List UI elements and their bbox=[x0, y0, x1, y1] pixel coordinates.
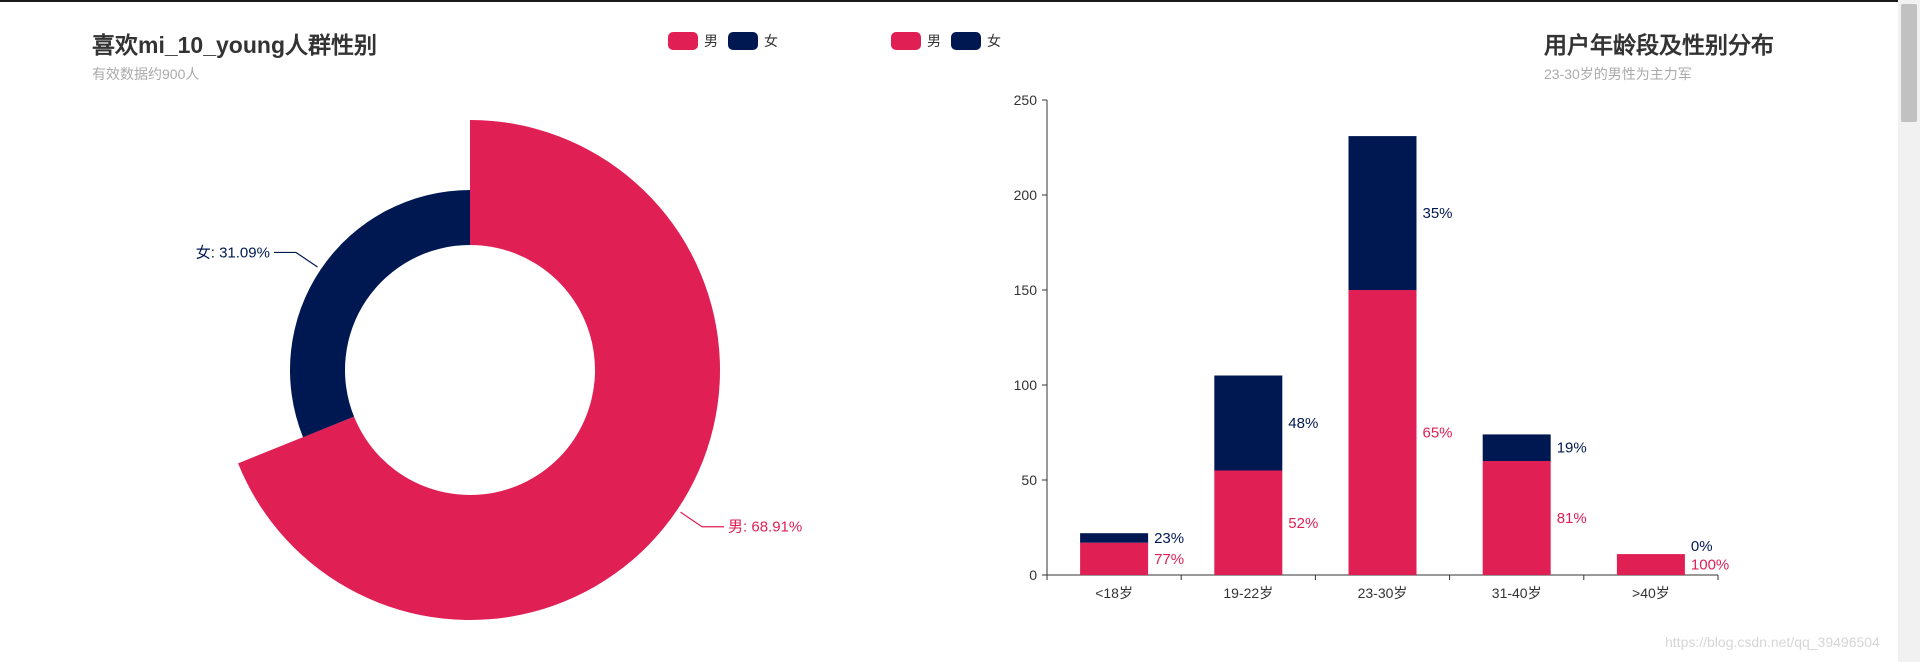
legend-item-male[interactable]: 男 bbox=[668, 31, 718, 51]
legend-label-male: 男 bbox=[704, 33, 718, 49]
donut-label-male: 男: 68.91% bbox=[728, 519, 802, 536]
bar-label-male: 65% bbox=[1423, 425, 1453, 442]
x-tick-label: 23-30岁 bbox=[1358, 585, 1408, 601]
donut-slice-female bbox=[289, 190, 470, 438]
donut-label-line-male bbox=[680, 511, 725, 528]
legend-swatch-female bbox=[951, 32, 981, 50]
bar-label-female: 48% bbox=[1288, 415, 1318, 432]
y-tick-label: 100 bbox=[1014, 377, 1038, 393]
y-tick-label: 0 bbox=[1029, 567, 1037, 583]
donut-chart-title: 喜欢mi_10_young人群性别 bbox=[92, 32, 377, 58]
bar-male bbox=[1616, 554, 1685, 575]
legend-item-male[interactable]: 男 bbox=[891, 31, 941, 51]
donut-label-line-female bbox=[273, 251, 318, 268]
top-border-line bbox=[0, 0, 1920, 2]
bar-label-male: 77% bbox=[1154, 551, 1184, 568]
bar-female bbox=[1348, 136, 1417, 290]
donut-chart-legend: 男 女 bbox=[668, 31, 788, 51]
bar-label-female: 0% bbox=[1691, 538, 1713, 555]
bar-male bbox=[1214, 470, 1283, 575]
bar-chart-legend: 男 女 bbox=[891, 31, 1011, 51]
x-tick-label: >40岁 bbox=[1632, 585, 1670, 601]
bar-label-male: 81% bbox=[1557, 510, 1587, 527]
legend-swatch-male bbox=[891, 32, 921, 50]
legend-item-female[interactable]: 女 bbox=[951, 31, 1001, 51]
watermark-text: https://blog.csdn.net/qq_39496504 bbox=[1665, 634, 1880, 650]
legend-label-male: 男 bbox=[927, 33, 941, 49]
legend-swatch-male bbox=[668, 32, 698, 50]
legend-swatch-female bbox=[728, 32, 758, 50]
bar-label-female: 35% bbox=[1423, 205, 1453, 222]
y-tick-label: 200 bbox=[1014, 187, 1038, 203]
bar-label-male: 52% bbox=[1288, 515, 1318, 532]
vertical-scrollbar[interactable] bbox=[1898, 0, 1920, 662]
bar-male bbox=[1482, 461, 1551, 575]
bar-label-female: 23% bbox=[1154, 530, 1184, 547]
bar-female bbox=[1214, 375, 1283, 471]
bar-female bbox=[1080, 533, 1149, 543]
donut-chart-subtitle: 有效数据约900人 bbox=[92, 66, 200, 82]
y-tick-label: 250 bbox=[1014, 92, 1038, 108]
bar-female bbox=[1482, 434, 1551, 461]
bar-chart-title: 用户年龄段及性别分布 bbox=[1544, 32, 1774, 58]
bar-label-male: 100% bbox=[1691, 557, 1729, 574]
bar-male bbox=[1348, 290, 1417, 575]
x-tick-label: 19-22岁 bbox=[1223, 585, 1273, 601]
bar-chart-subtitle: 23-30岁的男性为主力军 bbox=[1544, 66, 1692, 82]
donut-slice-male bbox=[238, 120, 721, 620]
y-tick-label: 50 bbox=[1021, 472, 1037, 488]
bar-male bbox=[1080, 542, 1149, 575]
bar-label-female: 19% bbox=[1557, 440, 1587, 457]
x-tick-label: <18岁 bbox=[1095, 585, 1133, 601]
legend-item-female[interactable]: 女 bbox=[728, 31, 778, 51]
legend-label-female: 女 bbox=[987, 33, 1001, 49]
legend-label-female: 女 bbox=[764, 33, 778, 49]
y-tick-label: 150 bbox=[1014, 282, 1038, 298]
scrollbar-thumb[interactable] bbox=[1901, 4, 1917, 122]
x-tick-label: 31-40岁 bbox=[1492, 585, 1542, 601]
donut-label-female: 女: 31.09% bbox=[196, 243, 270, 261]
